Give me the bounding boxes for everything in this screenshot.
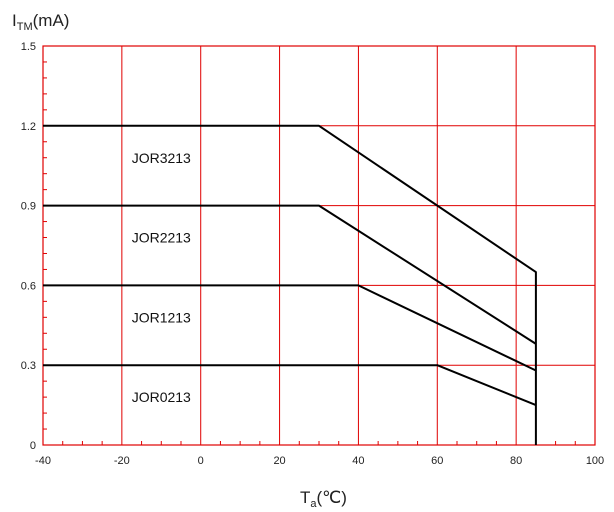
x-axis-symbol: T — [300, 488, 310, 507]
series-line-jor1213 — [43, 284, 537, 372]
y-tick-label-1: 0.3 — [21, 360, 36, 372]
series-label-jor3213: JOR3213 — [132, 150, 191, 166]
x-tick-label-0: -40 — [35, 455, 51, 467]
series-line-jor0213 — [43, 364, 537, 407]
series-labels: JOR3213 JOR2213 JOR1213 JOR0213 — [132, 150, 191, 405]
series-label-jor0213: JOR0213 — [132, 389, 191, 405]
tick-labels: -40 -20 0 20 40 60 80 100 0 0.3 0.6 0.9 1.2 1.5 — [21, 41, 604, 467]
grid — [42, 45, 596, 446]
y-axis-symbol: I — [12, 11, 17, 30]
x-tick-label-4: 40 — [352, 455, 364, 467]
x-tick-label-7: 100 — [586, 455, 604, 467]
y-tick-label-3: 0.9 — [21, 201, 36, 213]
x-tick-label-6: 80 — [510, 455, 522, 467]
x-axis-unit: (℃) — [317, 488, 347, 507]
x-tick-label-1: -20 — [114, 455, 130, 467]
y-tick-label-5: 1.5 — [21, 41, 36, 53]
series-line-jor3213 — [43, 124, 537, 445]
y-tick-label-4: 1.2 — [21, 121, 36, 133]
plot-frame — [42, 45, 596, 446]
y-tick-label-0: 0 — [30, 440, 36, 452]
y-axis-subscript: TM — [17, 21, 33, 33]
x-axis-subscript: a — [310, 498, 317, 510]
y-tick-label-2: 0.6 — [21, 280, 36, 292]
series-line-jor2213 — [43, 204, 537, 345]
x-tick-label-5: 60 — [431, 455, 443, 467]
series-label-jor1213: JOR1213 — [132, 309, 191, 325]
y-axis-unit: (mA) — [33, 11, 70, 30]
x-tick-label-3: 20 — [273, 455, 285, 467]
x-tick-label-2: 0 — [198, 455, 204, 467]
series-lines — [43, 124, 537, 445]
y-axis-title: ITM(mA) — [12, 11, 69, 33]
x-axis-title: Ta(℃) — [300, 488, 347, 510]
series-label-jor2213: JOR2213 — [132, 230, 191, 246]
